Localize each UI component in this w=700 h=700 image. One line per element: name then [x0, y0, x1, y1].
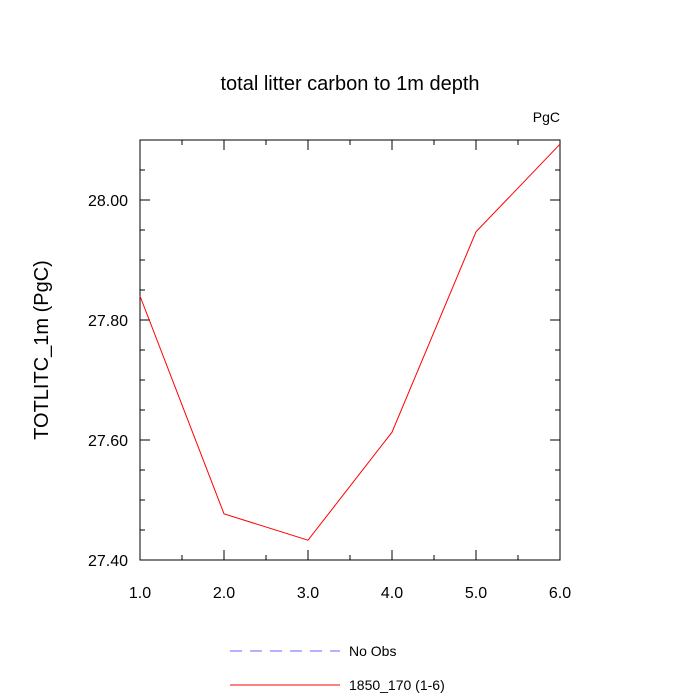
legend-label: 1850_170 (1-6): [349, 677, 445, 693]
series-lines: [139, 143, 561, 541]
y-tick-label: 27.80: [88, 313, 128, 330]
plot-frame: [139, 139, 561, 561]
series-line: [139, 143, 561, 541]
y-tick-label: 27.60: [88, 433, 128, 450]
x-tick-label: 4.0: [381, 585, 403, 602]
legend-label: No Obs: [349, 643, 396, 659]
units-label: PgC: [533, 109, 560, 125]
x-tick-label: 3.0: [297, 585, 319, 602]
x-tick-label: 1.0: [129, 585, 151, 602]
chart-title: total litter carbon to 1m depth: [220, 73, 479, 95]
x-tick-label: 2.0: [213, 585, 235, 602]
tick-labels: 27.40 27.60 27.80 28.00 1.0 2.0 3.0 4.0 5.0 6.0: [88, 193, 571, 602]
y-axis-label: TOTLITC_1m (PgC): [31, 260, 53, 440]
x-tick-label: 6.0: [549, 585, 571, 602]
ticks: [139, 139, 561, 561]
y-tick-label: 27.40: [88, 553, 128, 570]
y-tick-label: 28.00: [88, 193, 128, 210]
legend: No Obs 1850_170 (1-6): [230, 643, 445, 693]
x-tick-label: 5.0: [465, 585, 487, 602]
